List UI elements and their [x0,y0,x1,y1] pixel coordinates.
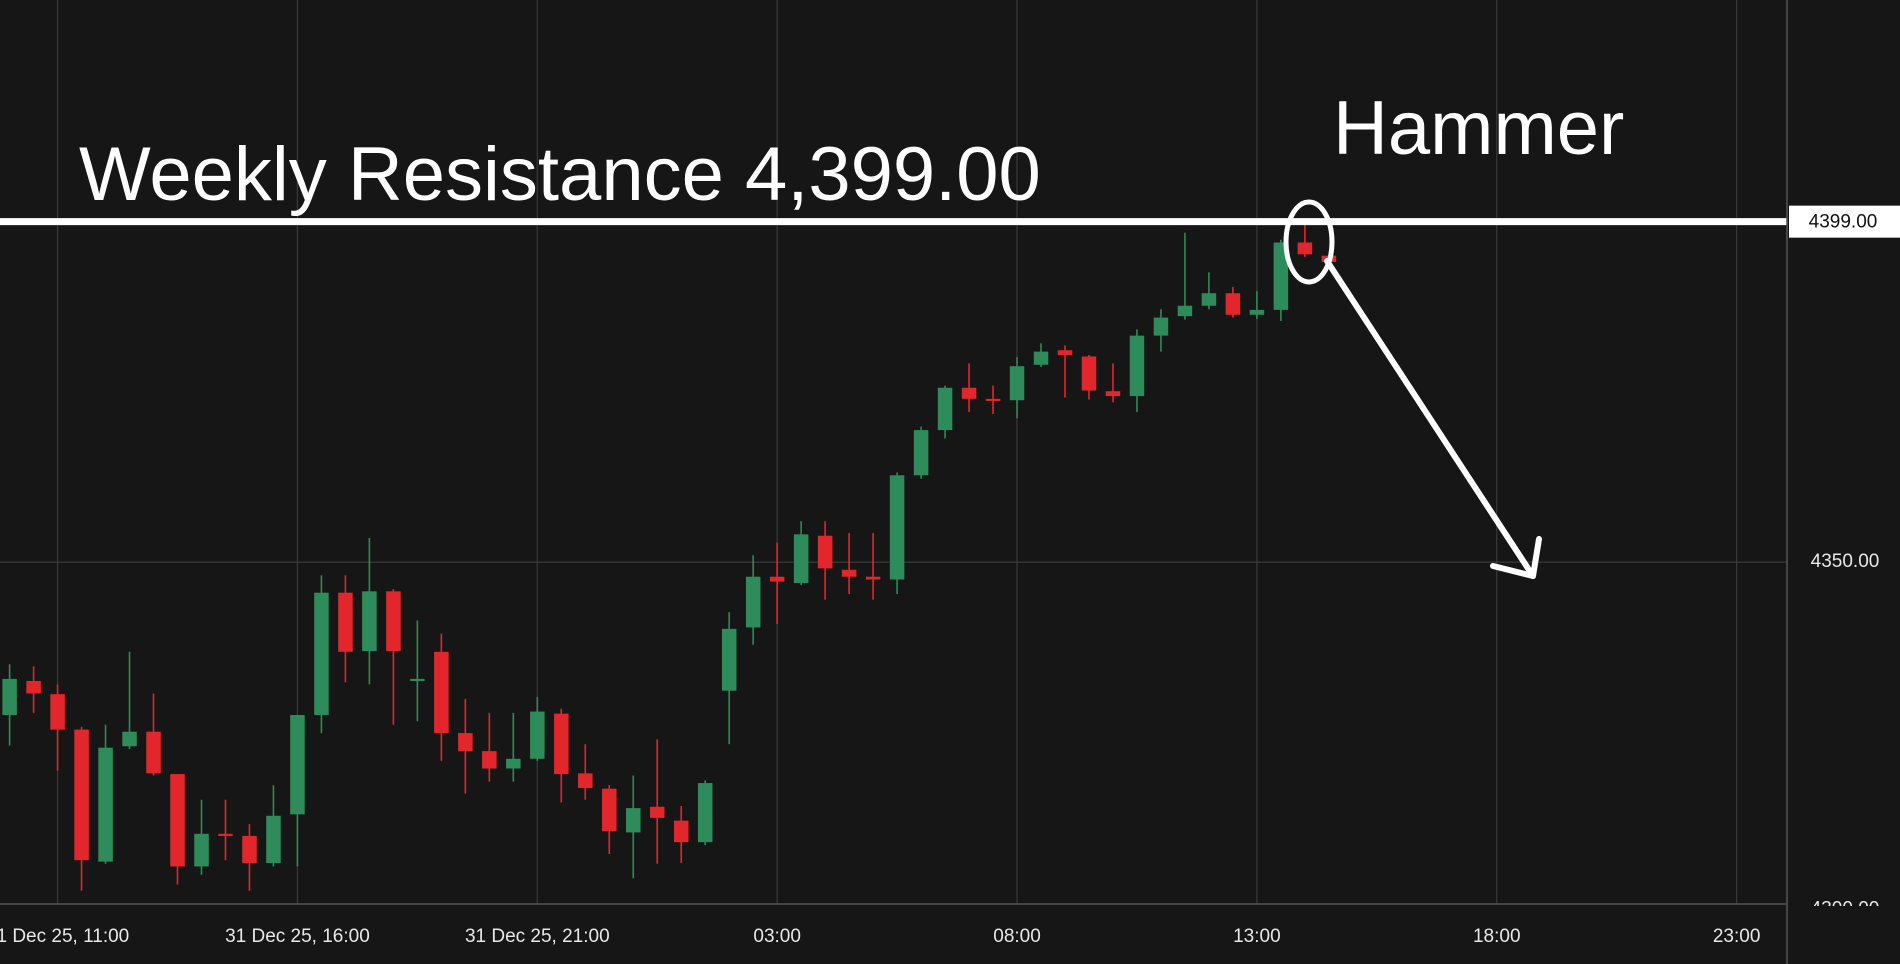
candle-body [1081,356,1097,391]
y-tick-label: 4350.00 [1811,551,1880,572]
candle-body [50,694,65,730]
candle-body [122,731,137,747]
candle-body [578,773,593,788]
candle-body [913,430,929,476]
candle-body [745,576,761,628]
x-tick-label: 18:00 [1473,926,1521,947]
hammer-circle [1283,199,1335,285]
candle-body [1201,293,1217,306]
candle-body [2,678,17,716]
candle-body [554,713,569,775]
candle-body [1225,293,1241,315]
candle-body [386,591,401,652]
candle-body [841,569,857,577]
candle-body [817,535,833,569]
arrow-head [1490,536,1542,579]
price-tag [1789,205,1900,238]
candle-body [218,833,233,836]
candle-body [242,835,257,864]
candle-body [266,815,281,864]
candle-body [889,475,905,580]
hammer-annotation: Hammer [1333,86,1624,171]
candle-body [1177,305,1193,317]
candle-body [721,628,737,691]
x-tick-label: 31 Dec 25, 11:00 [0,926,129,947]
x-tick-label: 23:00 [1713,926,1761,947]
candle-body [146,731,161,774]
x-tick-label: 08:00 [993,926,1041,947]
overlay: Weekly Resistance 4,399.00 Hammer [0,86,1787,579]
candle-body [530,711,545,759]
candle-body [74,729,89,861]
candle-body [458,733,473,752]
candle-body [1297,242,1313,255]
candle-body [793,534,809,583]
candle-body [1105,391,1121,397]
candle-body [170,774,185,867]
candle-body [434,651,449,734]
candle-body [625,808,641,833]
candle-body [506,758,521,769]
candle-body [1249,309,1265,315]
candle-body [290,715,305,815]
candle-body [314,592,329,716]
candle-body [362,591,377,652]
candle-body [482,751,497,769]
candle-body [1153,317,1169,336]
candle-body [1009,366,1025,401]
arrow-shaft [1324,258,1536,579]
candle-body [98,747,113,862]
candle-body [194,833,209,867]
candles [2,225,1337,891]
grid [0,0,1787,904]
resistance-annotation: Weekly Resistance 4,399.00 [79,132,1041,217]
price-tag-label: 4399.00 [1809,212,1878,233]
candle-body [410,678,425,681]
candle-body [961,387,977,399]
x-tick-label: 31 Dec 25, 21:00 [465,926,610,947]
x-tick-label: 13:00 [1233,926,1281,947]
candle-body [985,398,1001,401]
candle-body [769,576,785,582]
candle-body [673,820,689,843]
candle-body [937,387,953,431]
candle-body [1129,335,1145,397]
candle-body [649,806,665,818]
candle-body [1033,351,1049,365]
candle-body [865,576,881,580]
x-tick-label: 03:00 [753,926,801,947]
candle-body [1273,242,1289,310]
candle-body [1057,350,1073,356]
candle-body [26,680,41,694]
x-axis-panel [0,906,1900,964]
candle-body [697,783,713,843]
candle-body [602,788,617,832]
x-tick-label: 31 Dec 25, 16:00 [225,926,370,947]
candle-body [338,592,353,652]
